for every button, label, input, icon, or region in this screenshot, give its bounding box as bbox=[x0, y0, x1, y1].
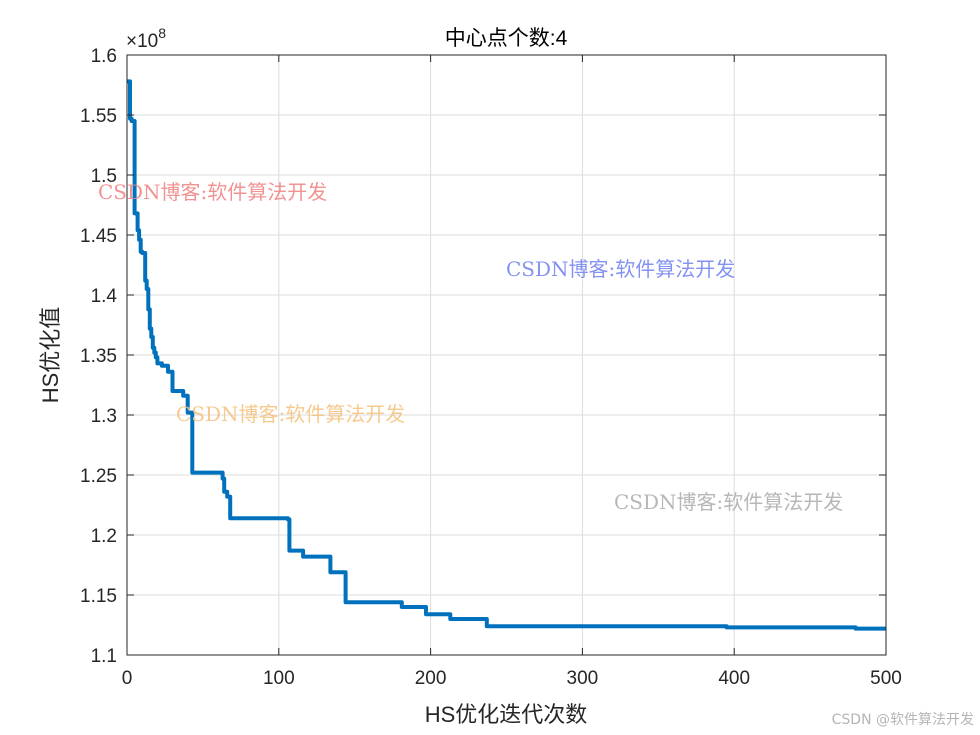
y-tick-label: 1.2 bbox=[91, 526, 117, 547]
x-axis-label: HS优化迭代次数 bbox=[425, 702, 588, 727]
y-tick-label: 1.45 bbox=[80, 226, 117, 247]
watermark-orange: CSDN博客:软件算法开发 bbox=[176, 402, 405, 426]
x-tick-label: 300 bbox=[567, 668, 599, 689]
y-tick-label: 1.5 bbox=[91, 166, 117, 187]
watermark-red: CSDN博客:软件算法开发 bbox=[98, 180, 327, 204]
y-tick-label: 1.35 bbox=[80, 346, 117, 367]
y-tick-label: 1.6 bbox=[91, 46, 117, 67]
x-tick-label: 100 bbox=[263, 668, 295, 689]
credit-text: CSDN @软件算法开发 bbox=[832, 712, 974, 728]
watermark-blue: CSDN博客:软件算法开发 bbox=[506, 257, 735, 281]
series-group bbox=[127, 79, 886, 631]
y-tick-label: 1.25 bbox=[80, 466, 117, 487]
ticks: 0 100 200 300 400 500 1.1 1.15 1.2 1.25 1.3 1.35 1.4… bbox=[80, 46, 902, 689]
y-axis-label: HS优化值 bbox=[38, 307, 63, 404]
x-tick-label: 200 bbox=[415, 668, 447, 689]
y-multiplier: ×10 bbox=[126, 31, 158, 52]
y-tick-label: 1.55 bbox=[80, 106, 117, 127]
y-tick-label: 1.3 bbox=[91, 406, 117, 427]
y-tick-label: 1.4 bbox=[91, 286, 118, 307]
series-line bbox=[127, 79, 886, 631]
watermark-gray: CSDN博客:软件算法开发 bbox=[614, 490, 843, 514]
x-tick-label: 400 bbox=[718, 668, 750, 689]
y-tick-label: 1.15 bbox=[80, 586, 117, 607]
y-exponent-label: ×108 bbox=[126, 25, 166, 52]
y-tick-label: 1.1 bbox=[91, 646, 117, 667]
x-tick-label: 0 bbox=[122, 668, 133, 689]
chart-title: 中心点个数:4 bbox=[445, 27, 568, 50]
x-tick-label: 500 bbox=[870, 668, 902, 689]
y-exponent: 8 bbox=[158, 25, 166, 41]
